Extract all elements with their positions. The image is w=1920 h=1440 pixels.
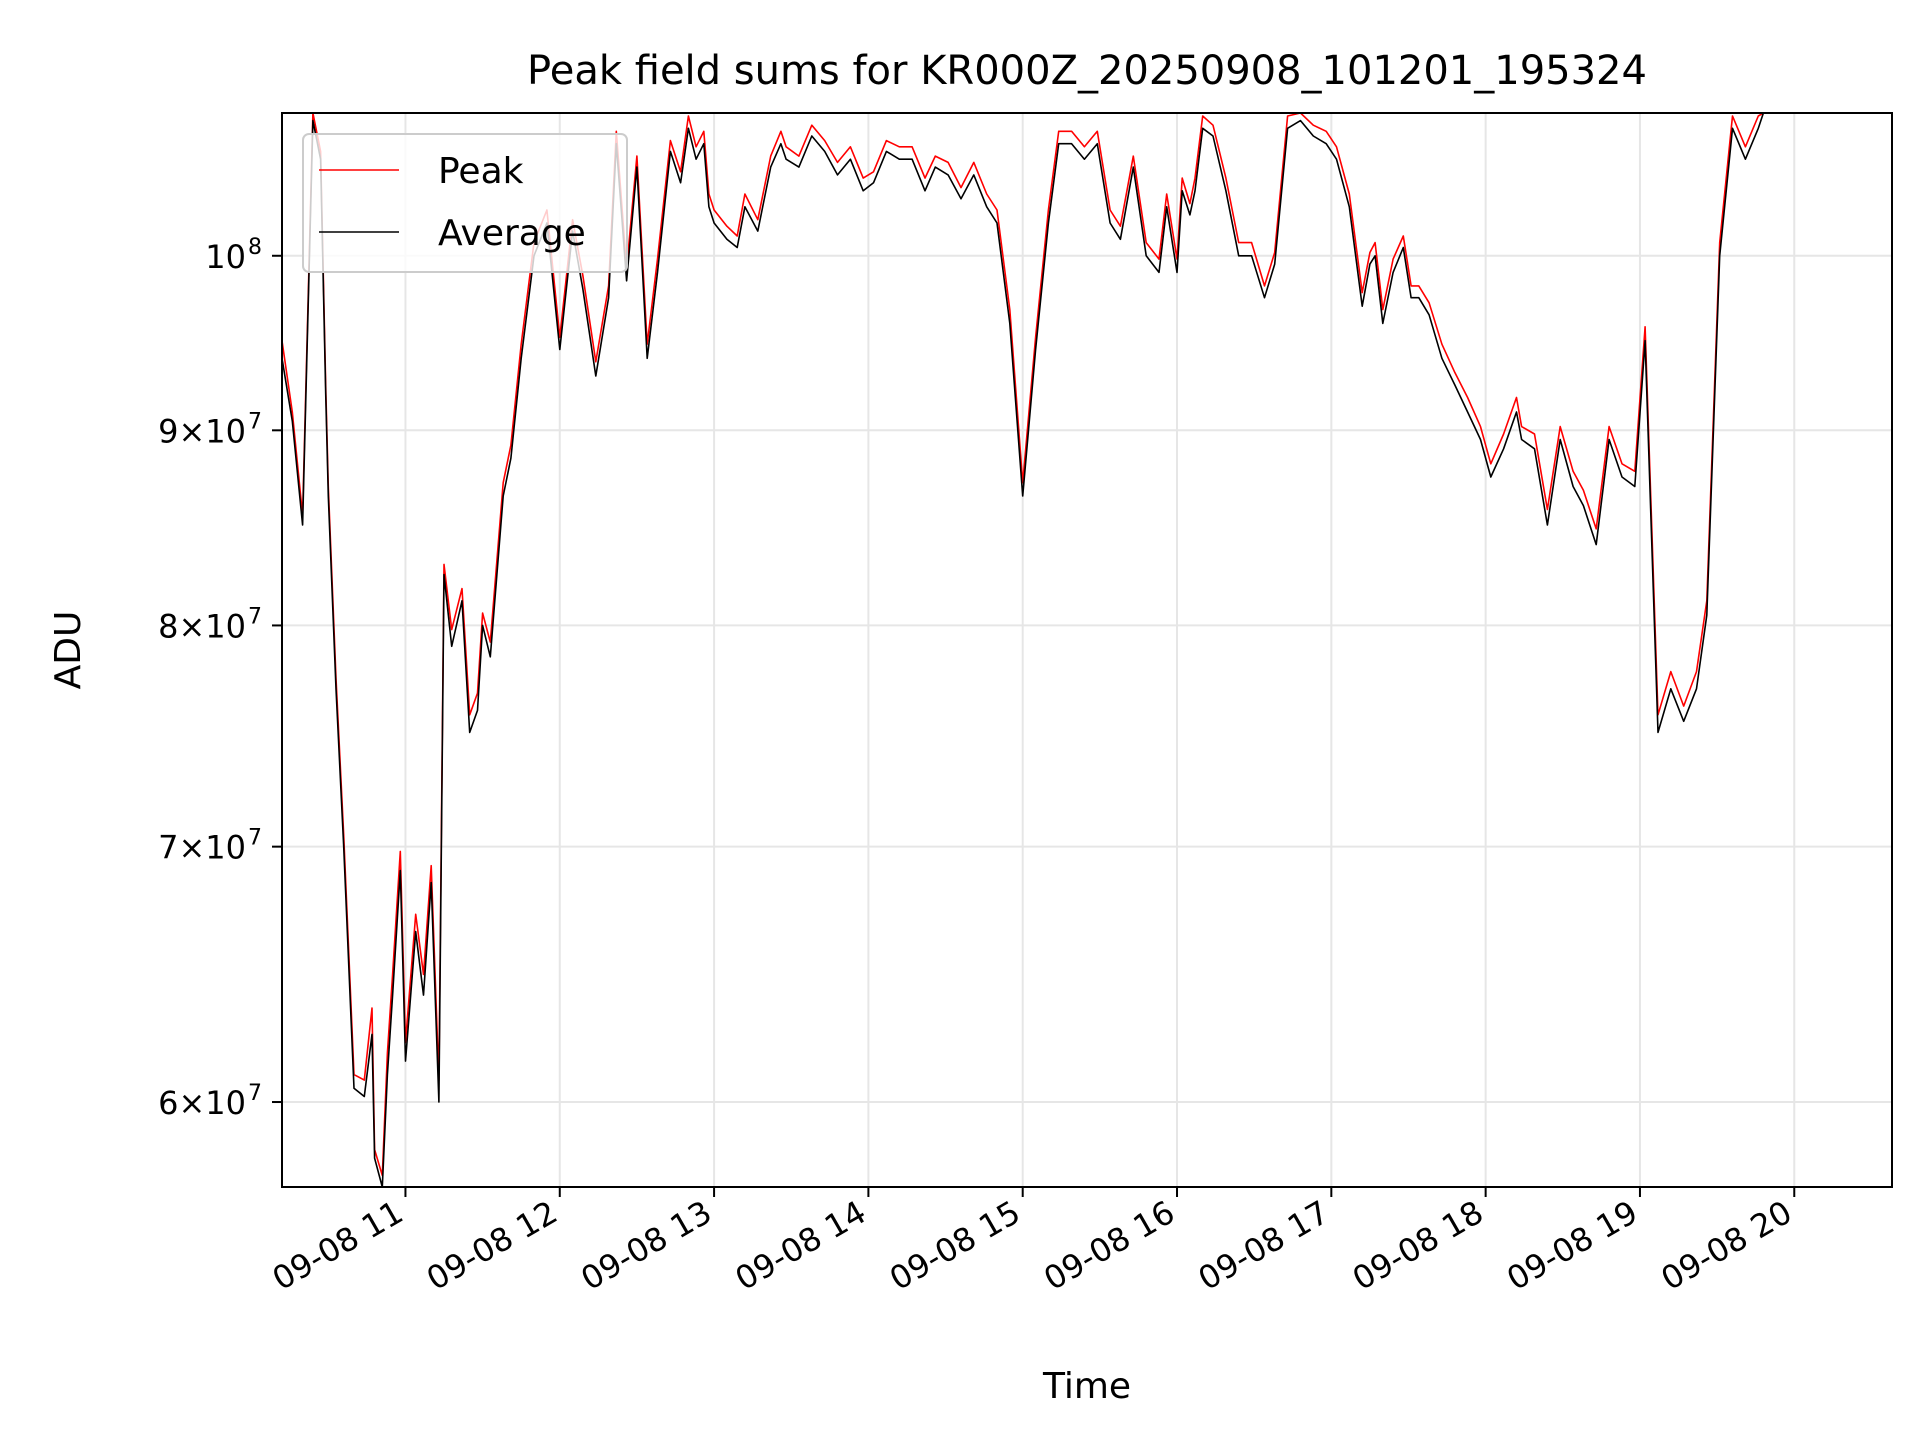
y-tick-label-base: 7×10 (158, 829, 246, 867)
plot-frame (281, 112, 1893, 1188)
legend-box (302, 133, 628, 273)
y-tick-label-exponent: 7 (248, 409, 262, 434)
series-line-average (281, 112, 1765, 1188)
y-tick-label-base: 6×10 (158, 1084, 246, 1122)
y-tick-label: 8×10 7 (158, 604, 262, 645)
series-lines (281, 112, 1765, 1188)
y-tick-label-exponent: 7 (248, 604, 262, 629)
grid (282, 113, 1892, 1187)
y-tick-label: 9×10 7 (158, 409, 262, 450)
y-tick-label-exponent: 8 (248, 235, 262, 260)
y-axis-label: ADU (48, 611, 89, 690)
y-tick-label-base: 9×10 (158, 412, 246, 450)
y-tick-label: 10 8 (205, 235, 262, 276)
legend: Peak Average (302, 133, 628, 273)
y-tick-label-base: 8×10 (158, 607, 246, 645)
chart-title: Peak field sums for KR000Z_20250908_1012… (527, 48, 1647, 94)
series-line-peak (281, 112, 1764, 1177)
legend-peak-label: Peak (438, 151, 524, 192)
y-tick-label: 6×10 7 (158, 1081, 262, 1122)
x-axis-label: Time (1042, 1366, 1131, 1407)
y-tick-label-exponent: 7 (248, 1081, 262, 1106)
y-tick-label-exponent: 7 (248, 826, 262, 851)
y-tick-label: 7×10 7 (158, 826, 262, 867)
legend-average-label: Average (438, 213, 586, 254)
y-tick-label-base: 10 (205, 238, 246, 276)
